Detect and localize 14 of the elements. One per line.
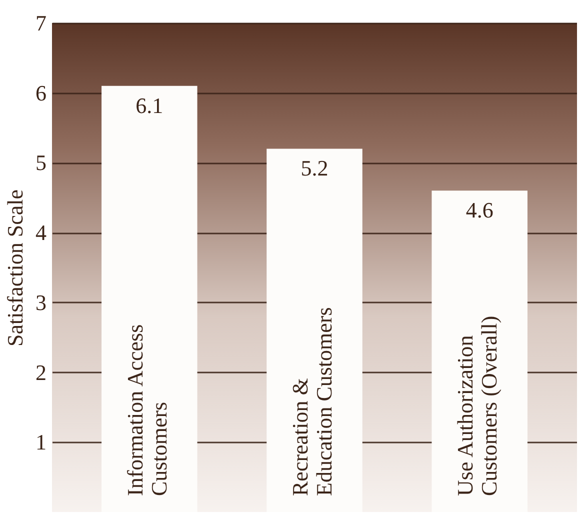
y-tick-label: 5 bbox=[36, 150, 46, 176]
data-label: 5.2 bbox=[300, 156, 328, 181]
data-label: 6.1 bbox=[136, 92, 164, 118]
y-tick-label: 7 bbox=[36, 10, 46, 36]
data-label: 4.6 bbox=[466, 198, 494, 223]
y-tick-label: 4 bbox=[36, 220, 46, 246]
y-tick-label: 6 bbox=[36, 80, 46, 106]
x-tick-label: Information Access Customers bbox=[122, 324, 172, 496]
y-tick-label: 2 bbox=[36, 360, 46, 385]
y-tick-label: 1 bbox=[36, 430, 46, 455]
x-tick-label: Recreation & Education Customers bbox=[288, 307, 336, 496]
y-axis-title: Satisfaction Scale bbox=[2, 189, 28, 347]
x-tick-label: Use Authorization Customers (Overall) bbox=[452, 316, 502, 496]
y-tick-label: 3 bbox=[36, 290, 46, 315]
